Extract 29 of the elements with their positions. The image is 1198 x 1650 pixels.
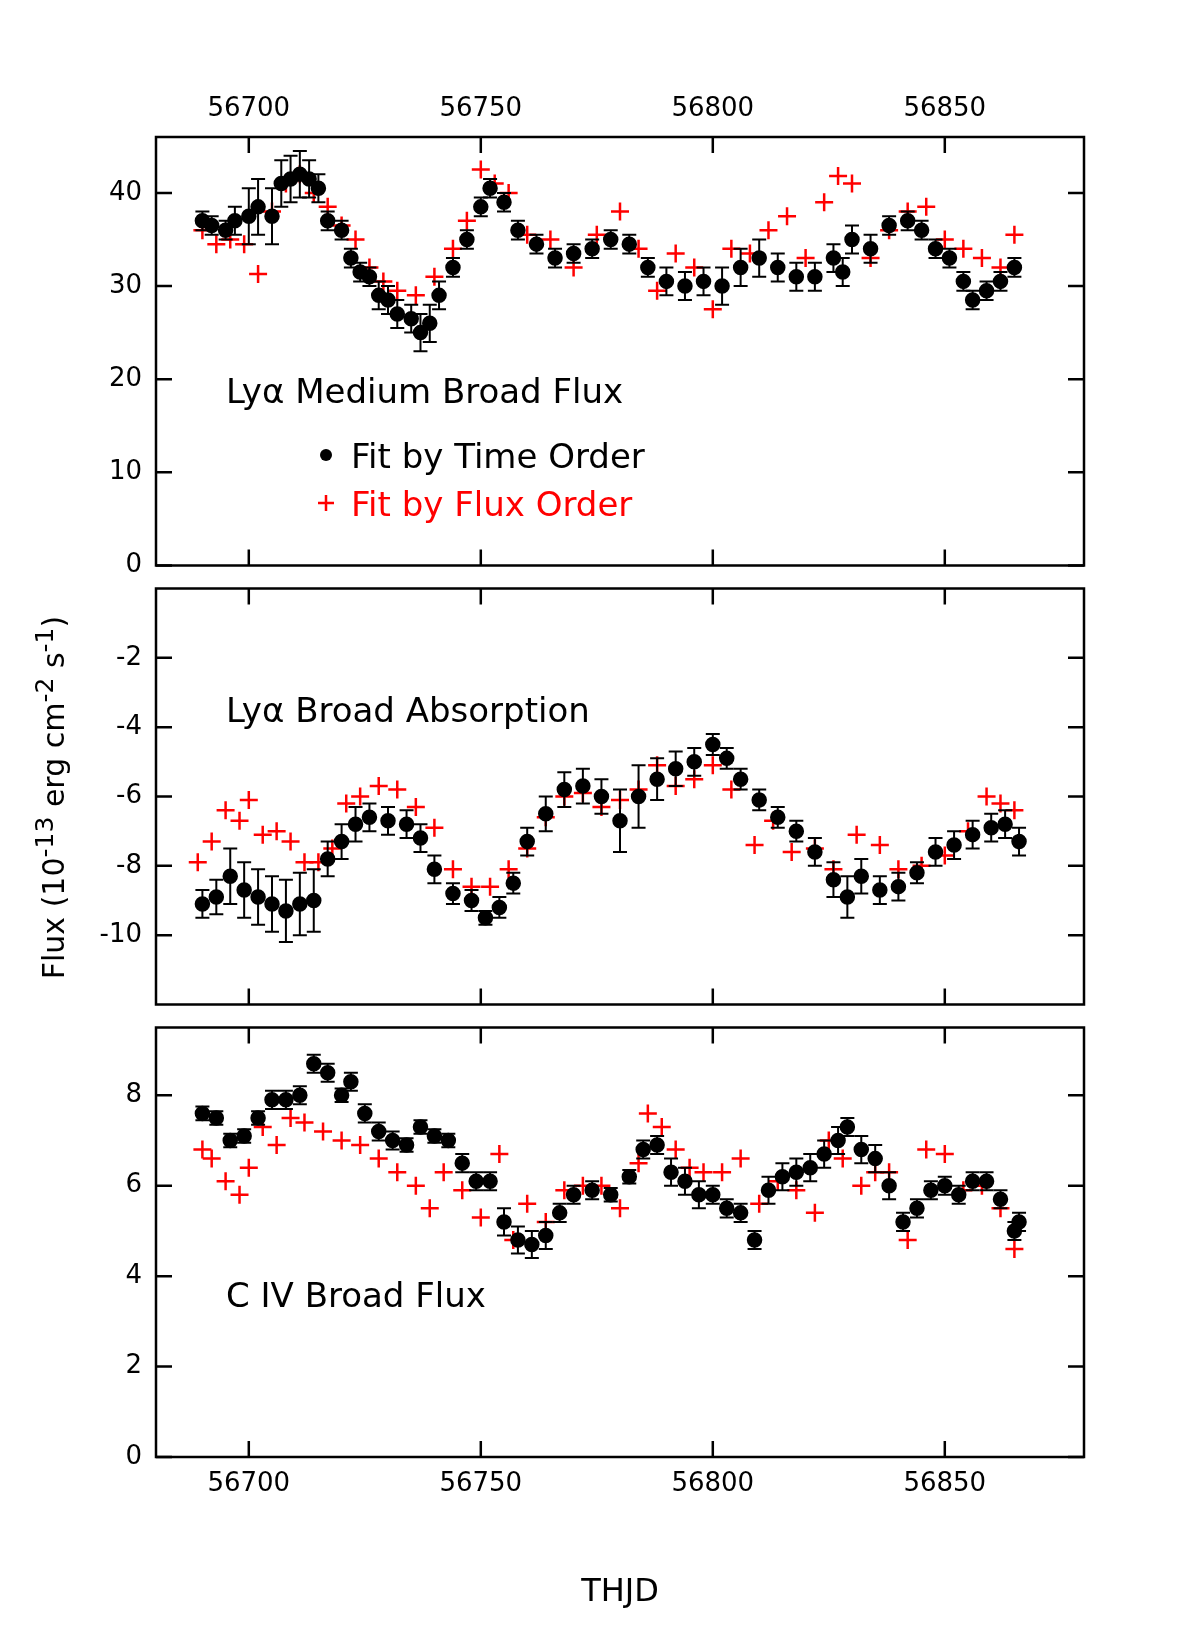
y-tick-label: -8 bbox=[116, 848, 142, 879]
y-tick-label: 0 bbox=[125, 548, 142, 579]
x-tick-label: 56800 bbox=[671, 1467, 755, 1498]
y-tick-label: 40 bbox=[108, 175, 142, 206]
y-tick-label: 30 bbox=[108, 268, 142, 299]
y-tick-label: 20 bbox=[108, 361, 142, 392]
y-tick-label: 4 bbox=[125, 1258, 142, 1289]
y-tick-label: -10 bbox=[99, 917, 142, 948]
y-tick-label: -4 bbox=[116, 709, 142, 740]
x2-tick-label: 56700 bbox=[207, 92, 291, 123]
x2-tick-label: 56750 bbox=[439, 92, 523, 123]
x-tick-label: 56850 bbox=[903, 1467, 987, 1498]
legend-label: Fit by Flux Order bbox=[351, 483, 633, 524]
x-tick-label: 56700 bbox=[207, 1467, 291, 1498]
y-tick-label: 0 bbox=[125, 1439, 142, 1470]
y-tick-label: 10 bbox=[108, 455, 142, 486]
y-tick-label: -2 bbox=[116, 640, 142, 671]
annotation: C IV Broad Flux bbox=[226, 1274, 486, 1315]
x-tick-label: 56750 bbox=[439, 1467, 523, 1498]
x2-tick-label: 56850 bbox=[903, 92, 987, 123]
y-tick-label: 8 bbox=[125, 1078, 142, 1109]
y-tick-label: 2 bbox=[125, 1349, 142, 1380]
y-tick-label: 6 bbox=[125, 1168, 142, 1199]
legend-label: Fit by Time Order bbox=[351, 435, 645, 476]
x-axis-title: THJD bbox=[580, 1571, 659, 1610]
annotation: Lyα Medium Broad Flux bbox=[226, 370, 624, 411]
y-tick-label: -6 bbox=[116, 779, 142, 810]
annotation: Lyα Broad Absorption bbox=[226, 690, 590, 731]
x2-tick-label: 56800 bbox=[671, 92, 755, 123]
